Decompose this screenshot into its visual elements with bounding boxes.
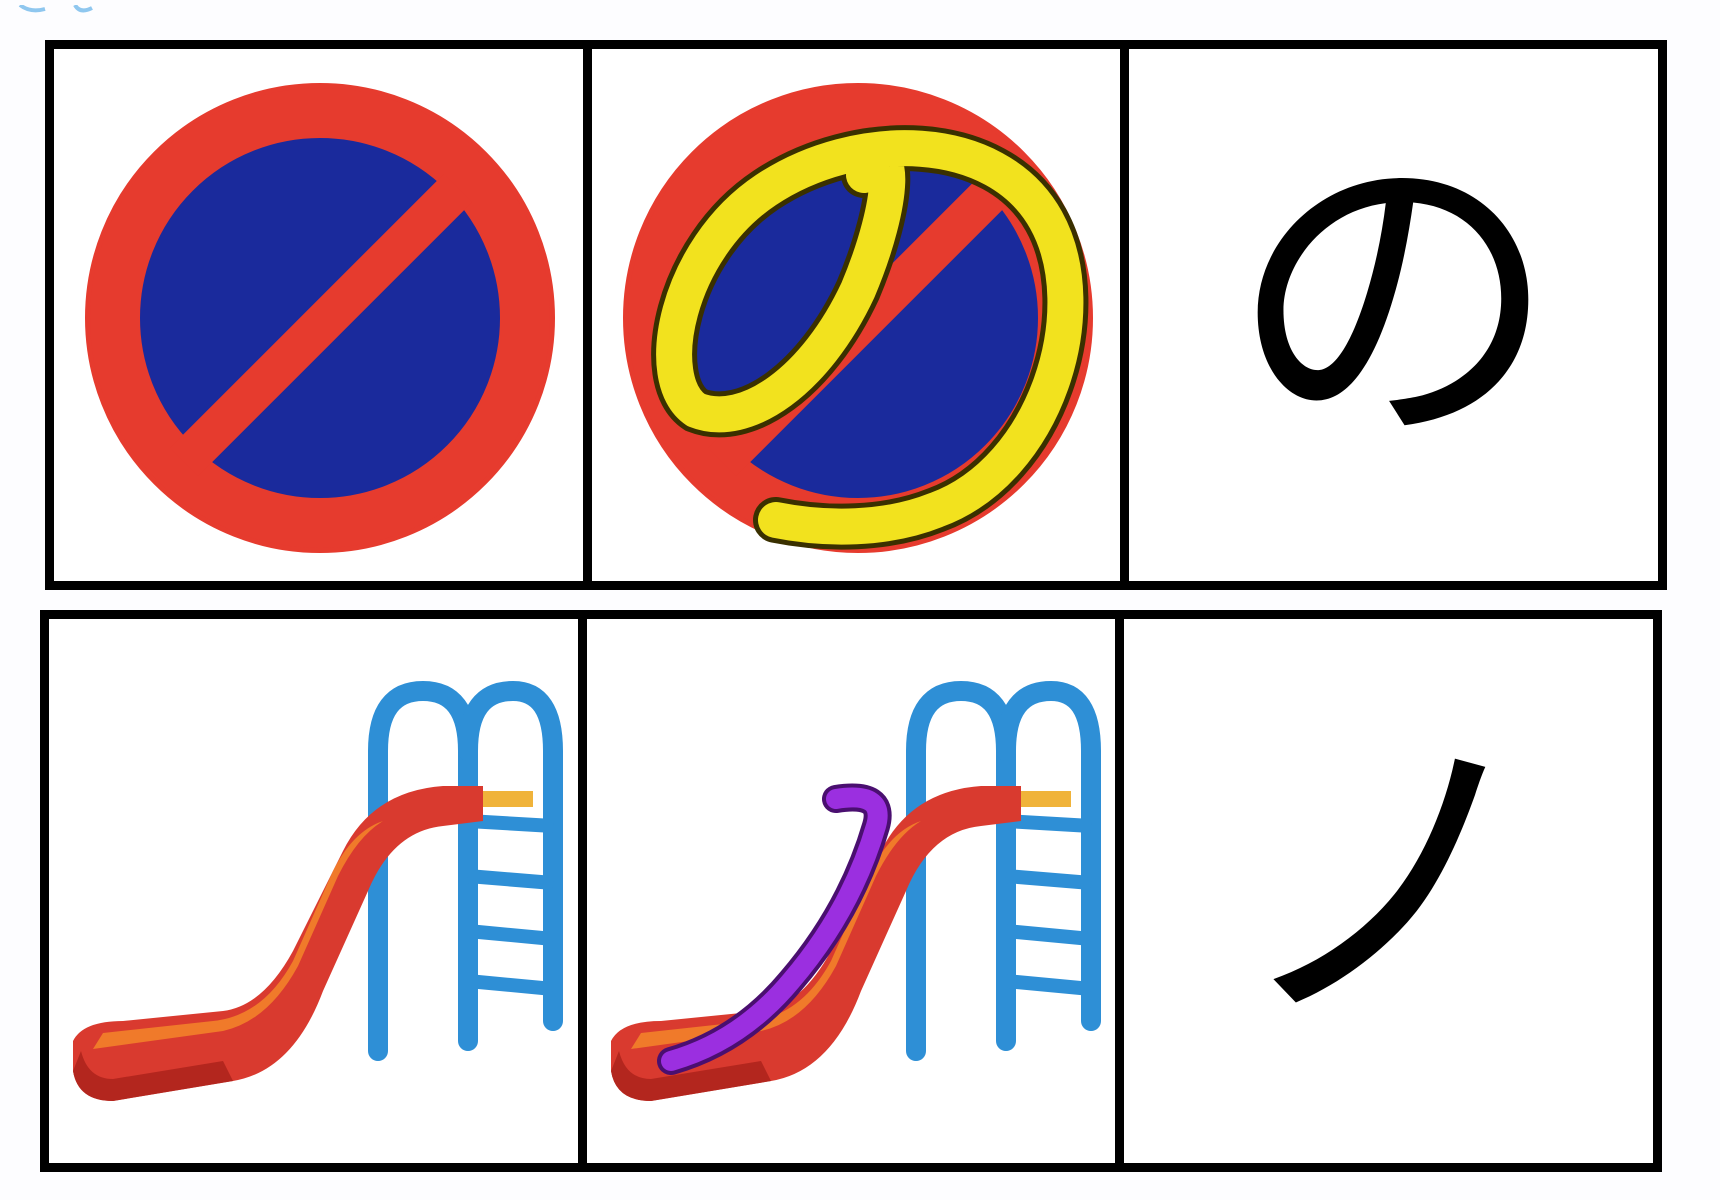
top-left-fragment xyxy=(0,0,140,13)
katakana-no-character: ノ xyxy=(1228,701,1549,1073)
mnemonic-row-katakana-no: ノ xyxy=(40,610,1662,1172)
cell-katakana-no: ノ xyxy=(1124,619,1653,1163)
hiragana-no-character: の xyxy=(1228,109,1559,493)
cell-no-parking-sign-traced xyxy=(592,49,1130,581)
cell-playground-slide xyxy=(49,619,587,1163)
cell-no-parking-sign xyxy=(54,49,592,581)
playground-slide-traced-icon xyxy=(611,680,1101,1101)
mnemonic-row-hiragana-no: の xyxy=(45,40,1667,590)
no-parking-sign-icon xyxy=(85,83,556,553)
no-parking-sign-traced-icon xyxy=(623,83,1093,553)
cell-playground-slide-traced xyxy=(587,619,1125,1163)
playground-slide-icon xyxy=(73,680,564,1101)
cell-hiragana-no: の xyxy=(1129,49,1658,581)
